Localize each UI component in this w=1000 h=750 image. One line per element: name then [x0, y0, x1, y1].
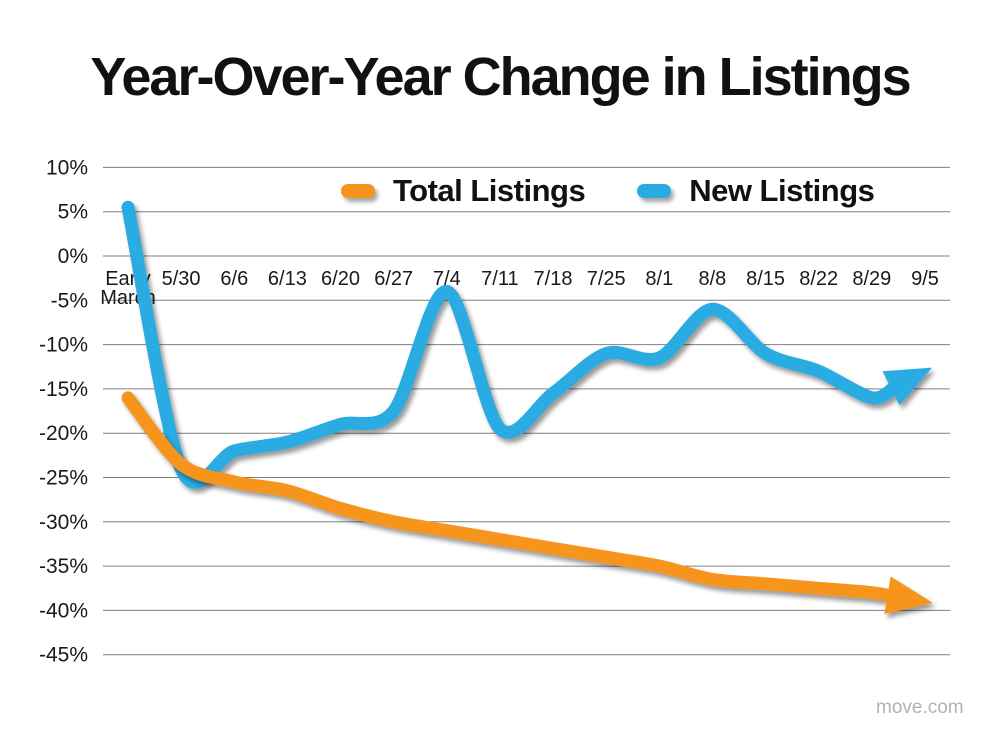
y-axis-tick-label: -10%	[39, 334, 88, 357]
x-axis-tick-label: 7/25	[587, 268, 626, 290]
x-axis-tick-label: 7/4	[433, 268, 461, 290]
y-axis-tick-label: 0%	[58, 245, 88, 268]
y-axis-tick-label: -30%	[39, 511, 88, 534]
legend-label-total-listings: Total Listings	[393, 173, 586, 208]
x-axis-tick-label: 7/18	[534, 268, 573, 290]
x-axis-tick-label: 8/8	[698, 268, 726, 290]
x-axis-tick-label: 7/11	[481, 268, 518, 290]
legend-item-total-listings: Total Listings	[341, 173, 586, 209]
y-axis-tick-label: -40%	[39, 599, 88, 622]
x-axis-tick-label: 9/5	[911, 268, 939, 290]
series-arrowhead-new-listings	[882, 367, 933, 406]
y-axis-tick-label: -25%	[39, 467, 88, 490]
y-axis-tick-label: -20%	[39, 422, 88, 445]
axis-labels-layer: 10% 5% 0% -5% -10% -15% -20% -25% -30% -35% -40% -4…	[39, 156, 939, 666]
series-group-new-listings	[121, 200, 933, 489]
x-axis-tick-label: 8/1	[645, 268, 673, 290]
series-line-new-listings	[121, 200, 903, 489]
legend-label-new-listings: New Listings	[689, 173, 875, 208]
chart-legend: Total Listings New Listings	[341, 170, 875, 212]
gridlines-layer	[103, 166, 950, 656]
y-axis-tick-label: -15%	[39, 378, 88, 401]
x-axis-tick-label: 8/22	[799, 268, 838, 290]
series-layer	[121, 200, 933, 614]
x-axis-tick-label: 6/20	[321, 268, 360, 290]
y-axis-tick-label: 10%	[46, 156, 88, 179]
series-arrowhead-total-listings	[884, 576, 933, 614]
x-axis-tick-label: 8/15	[746, 268, 785, 290]
series-line-total-listings	[121, 391, 900, 603]
legend-marker-total-icon	[341, 184, 375, 198]
x-axis-tick-label: 8/29	[852, 268, 891, 290]
legend-item-new-listings: New Listings	[637, 173, 875, 209]
y-axis-tick-label: 5%	[58, 201, 88, 224]
y-axis-tick-label: -5%	[51, 289, 88, 312]
chart-title: Year-Over-Year Change in Listings	[90, 47, 911, 107]
x-axis-tick-label: 6/6	[220, 268, 248, 290]
series-group-total-listings	[121, 391, 933, 614]
watermark-text: move.com	[876, 697, 964, 718]
legend-marker-new-icon	[637, 184, 672, 198]
x-axis-tick-label: 6/27	[374, 268, 413, 290]
x-axis-tick-label: 6/13	[268, 268, 307, 290]
y-axis-tick-label: -35%	[39, 555, 88, 578]
x-axis-tick-label: 5/30	[162, 268, 201, 290]
y-axis-tick-label: -45%	[39, 644, 88, 667]
